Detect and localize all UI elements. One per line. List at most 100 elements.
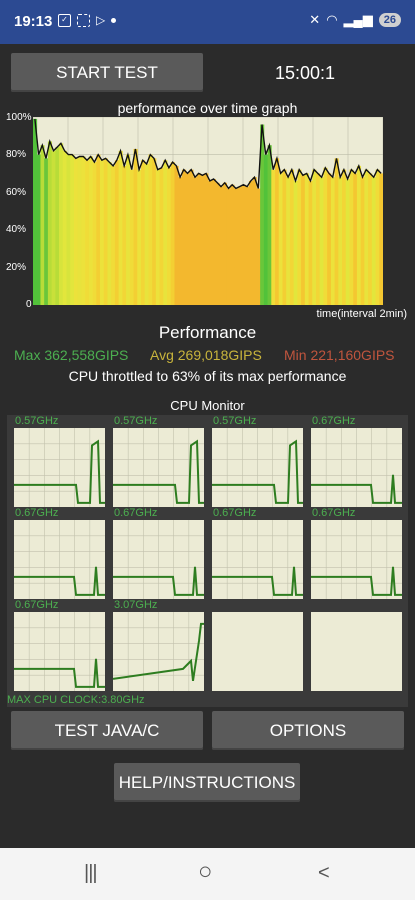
- graph-bar: [263, 154, 268, 305]
- recents-icon[interactable]: |||: [84, 862, 98, 884]
- graph-bar: [118, 150, 123, 305]
- graph-bar: [55, 147, 60, 305]
- graph-bar: [111, 165, 116, 305]
- graph-bar: [245, 186, 250, 305]
- graph-bar: [371, 177, 376, 305]
- graph-bar: [81, 156, 86, 305]
- performance-graph: [32, 116, 384, 306]
- cpu-core-graph: [113, 428, 204, 507]
- options-button[interactable]: OPTIONS: [212, 711, 404, 750]
- checkbox-icon: ✓: [58, 13, 71, 27]
- cpu-core-svg: [113, 520, 204, 599]
- home-icon[interactable]: ○: [198, 858, 213, 885]
- cpu-core-frequency: 0.57GHz: [213, 415, 257, 427]
- y-tick-label: 100%: [6, 112, 32, 123]
- graph-bar: [241, 184, 246, 305]
- graph-bar: [349, 169, 354, 305]
- graph-bar: [66, 154, 71, 305]
- cpu-core-line: [311, 566, 402, 596]
- graph-bar: [342, 169, 347, 305]
- cpu-core-graph: [113, 520, 204, 599]
- cpu-core-frequency: 0.67GHz: [15, 507, 59, 519]
- graph-bar: [44, 158, 49, 305]
- cpu-core-line: [112, 622, 204, 682]
- graph-bar: [267, 145, 272, 305]
- cpu-core-svg: [311, 520, 402, 599]
- graph-bar: [334, 158, 339, 305]
- graph-bar: [260, 124, 265, 306]
- x-axis-label: time(interval 2min): [316, 308, 407, 320]
- graph-bar: [193, 177, 198, 305]
- cpu-core-graph: [311, 428, 402, 507]
- cpu-core-graph: [212, 612, 303, 691]
- graph-bar: [200, 175, 205, 305]
- status-time: 19:13: [14, 13, 53, 30]
- graph-bar: [278, 173, 283, 305]
- graph-bar: [211, 179, 216, 305]
- cpu-core-frequency: 0.67GHz: [312, 507, 356, 519]
- start-test-button[interactable]: START TEST: [11, 53, 203, 92]
- cpu-core-line: [14, 439, 105, 504]
- test-java-c-button[interactable]: TEST JAVA/C: [11, 711, 203, 750]
- graph-bar: [208, 180, 213, 305]
- graph-bar: [226, 188, 231, 305]
- graph-title: performance over time graph: [117, 100, 298, 116]
- graph-bar: [289, 169, 295, 305]
- graph-bar: [252, 177, 257, 305]
- graph-bar: [375, 169, 380, 305]
- graph-bar: [368, 173, 373, 305]
- help-instructions-button[interactable]: HELP/INSTRUCTIONS: [114, 763, 300, 802]
- graph-bar: [256, 188, 261, 305]
- graph-bar: [59, 143, 64, 305]
- graph-bar: [189, 169, 194, 305]
- graph-bar: [364, 169, 369, 305]
- graph-bar: [51, 150, 56, 305]
- graph-bar: [152, 158, 157, 305]
- graph-bar: [282, 169, 287, 305]
- graph-bar: [248, 180, 254, 305]
- cpu-core-graph: [112, 612, 204, 691]
- status-right-icons: ✕ ◠ ▂▄▆ 26: [309, 12, 401, 28]
- graph-bar: [234, 188, 239, 305]
- graph-bar: [330, 177, 335, 305]
- dot-icon: [111, 17, 117, 23]
- graph-bar: [178, 177, 183, 305]
- graph-bar: [122, 165, 127, 305]
- cpu-core-line: [212, 439, 303, 504]
- graph-bar: [33, 118, 38, 305]
- graph-bar: [36, 154, 41, 305]
- cpu-monitor-title: CPU Monitor: [170, 398, 245, 413]
- avg-performance: Avg 269,018GIPS: [150, 347, 262, 363]
- graph-bar: [126, 154, 131, 305]
- y-tick-label: 40%: [6, 224, 27, 235]
- cpu-core-svg: [212, 428, 303, 507]
- cpu-core-graph: [14, 520, 105, 599]
- cpu-core-frequency: 0.67GHz: [312, 415, 356, 427]
- graph-bar: [379, 173, 384, 305]
- back-icon[interactable]: <: [318, 862, 330, 884]
- cpu-core-line: [14, 566, 105, 596]
- throttle-text: CPU throttled to 63% of its max performa…: [68, 368, 347, 384]
- graph-bar: [215, 182, 220, 305]
- graph-bar: [96, 154, 101, 305]
- graph-bar: [219, 186, 224, 305]
- graph-bar: [345, 179, 350, 305]
- cpu-core-svg: [14, 520, 105, 599]
- cpu-core-frequency: 3.07GHz: [114, 599, 158, 611]
- graph-bar: [163, 160, 168, 305]
- graph-bar: [323, 167, 328, 305]
- graph-bar: [144, 164, 149, 305]
- performance-title: Performance: [158, 323, 257, 342]
- graph-bar: [222, 182, 228, 305]
- graph-bar: [155, 169, 160, 305]
- graph-bar: [174, 165, 179, 305]
- graph-bar: [293, 180, 298, 305]
- cpu-core-frequency: 0.67GHz: [114, 507, 158, 519]
- max-cpu-clock: MAX CPU CLOCK:3.80GHz: [7, 694, 145, 706]
- cpu-core-graph: [14, 612, 105, 691]
- performance-graph-svg: [32, 116, 384, 306]
- graph-bar: [148, 154, 153, 305]
- graph-bar: [301, 175, 306, 305]
- graph-bar: [100, 160, 105, 305]
- cpu-core-svg: [112, 612, 204, 691]
